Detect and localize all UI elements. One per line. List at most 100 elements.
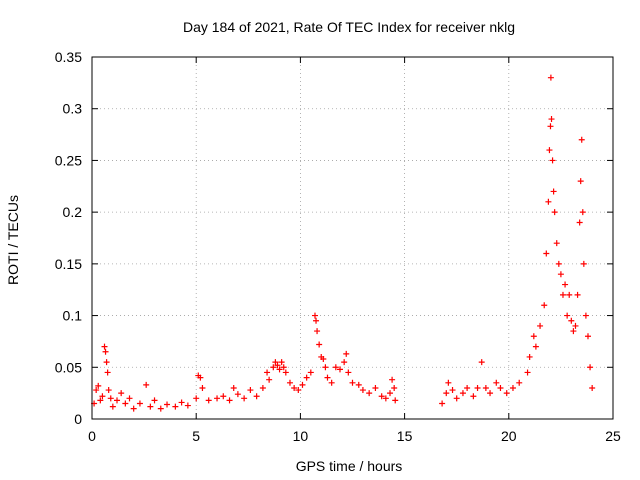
data-point bbox=[547, 123, 554, 130]
data-point bbox=[130, 405, 137, 412]
data-point bbox=[178, 399, 185, 406]
data-point bbox=[387, 390, 394, 397]
data-point bbox=[345, 369, 352, 376]
data-point bbox=[122, 400, 129, 407]
data-point bbox=[562, 281, 569, 288]
y-axis-label: ROTI / TECUs bbox=[5, 195, 21, 285]
y-tick-label: 0 bbox=[74, 411, 82, 427]
data-point bbox=[526, 353, 533, 360]
data-point bbox=[270, 364, 277, 371]
data-point bbox=[278, 359, 285, 366]
data-point bbox=[392, 397, 399, 404]
data-point bbox=[572, 322, 579, 329]
data-point bbox=[548, 116, 555, 123]
data-point bbox=[516, 379, 523, 386]
data-point bbox=[478, 359, 485, 366]
data-point bbox=[341, 359, 348, 366]
x-tick-label: 0 bbox=[88, 428, 96, 444]
data-point bbox=[537, 322, 544, 329]
x-tick-label: 15 bbox=[397, 428, 413, 444]
data-point bbox=[443, 390, 450, 397]
data-point bbox=[555, 260, 562, 267]
data-point bbox=[105, 387, 112, 394]
data-point bbox=[546, 147, 553, 154]
data-point bbox=[474, 384, 481, 391]
y-tick-label: 0.35 bbox=[55, 49, 82, 65]
data-point bbox=[291, 384, 298, 391]
data-point bbox=[95, 382, 102, 389]
data-point bbox=[299, 381, 306, 388]
data-point bbox=[230, 384, 237, 391]
data-point bbox=[234, 391, 241, 398]
data-point bbox=[587, 364, 594, 371]
x-tick-label: 10 bbox=[293, 428, 309, 444]
data-point bbox=[570, 328, 577, 335]
data-point bbox=[580, 260, 587, 267]
data-point bbox=[550, 188, 557, 195]
data-points bbox=[91, 74, 596, 412]
data-point bbox=[322, 364, 329, 371]
data-point bbox=[107, 395, 114, 402]
data-point bbox=[578, 136, 585, 143]
data-point bbox=[349, 379, 356, 386]
x-tick-label: 5 bbox=[192, 428, 200, 444]
data-point bbox=[316, 341, 323, 348]
data-point bbox=[253, 393, 260, 400]
data-point bbox=[276, 366, 283, 373]
data-point bbox=[241, 395, 248, 402]
data-point bbox=[464, 384, 471, 391]
data-point bbox=[328, 379, 335, 386]
data-point bbox=[320, 356, 327, 363]
data-point bbox=[557, 271, 564, 278]
data-point bbox=[470, 393, 477, 400]
x-tick-label: 25 bbox=[605, 428, 621, 444]
data-point bbox=[247, 387, 254, 394]
data-point bbox=[547, 74, 554, 81]
data-point bbox=[259, 384, 266, 391]
data-point bbox=[266, 376, 273, 383]
data-point bbox=[109, 403, 116, 410]
data-point bbox=[449, 387, 456, 394]
data-point bbox=[378, 393, 385, 400]
data-point bbox=[584, 333, 591, 340]
data-point bbox=[543, 250, 550, 257]
data-point bbox=[97, 397, 104, 404]
data-point bbox=[311, 312, 318, 319]
data-point bbox=[359, 387, 366, 394]
data-point bbox=[577, 178, 584, 185]
data-point bbox=[103, 359, 110, 366]
data-point bbox=[118, 390, 125, 397]
data-point bbox=[445, 379, 452, 386]
data-point bbox=[143, 381, 150, 388]
data-point bbox=[589, 384, 596, 391]
data-point bbox=[343, 350, 350, 357]
data-point bbox=[184, 402, 191, 409]
data-point bbox=[336, 366, 343, 373]
data-point bbox=[197, 374, 204, 381]
data-point bbox=[530, 333, 537, 340]
data-point bbox=[214, 395, 221, 402]
data-point bbox=[453, 395, 460, 402]
y-tick-label: 0.2 bbox=[63, 204, 83, 220]
data-point bbox=[564, 312, 571, 319]
y-tick-label: 0.3 bbox=[63, 101, 83, 117]
data-point bbox=[503, 390, 510, 397]
y-tick-label: 0.05 bbox=[55, 359, 82, 375]
data-point bbox=[509, 384, 516, 391]
data-point bbox=[147, 403, 154, 410]
data-point bbox=[282, 369, 289, 376]
data-point bbox=[164, 401, 171, 408]
x-axis-label: GPS time / hours bbox=[296, 458, 403, 474]
data-point bbox=[324, 374, 331, 381]
data-point bbox=[541, 302, 548, 309]
x-tick-label: 20 bbox=[501, 428, 517, 444]
data-point bbox=[307, 369, 314, 376]
data-point bbox=[389, 376, 396, 383]
data-point bbox=[272, 359, 279, 366]
data-point bbox=[382, 395, 389, 402]
data-point bbox=[549, 157, 556, 164]
plot-frame bbox=[91, 56, 614, 420]
data-point bbox=[151, 397, 158, 404]
